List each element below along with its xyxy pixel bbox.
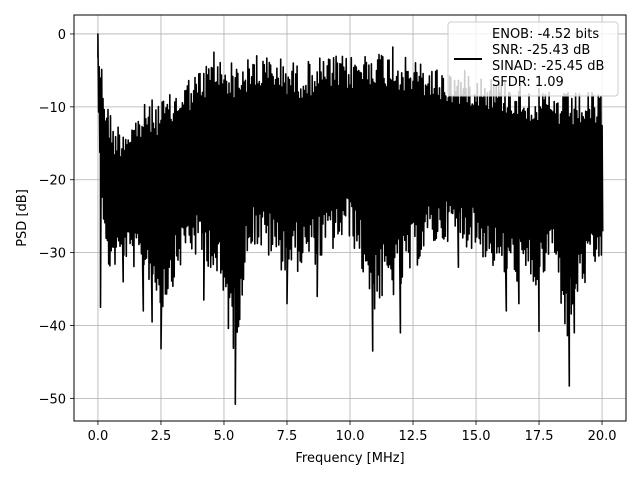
x-tick-label: 17.5	[525, 429, 554, 444]
y-ticks: 0 −10 −20 −30 −40 −50	[39, 28, 74, 407]
x-tick-label: 2.5	[151, 429, 172, 444]
y-tick-label: 0	[58, 28, 66, 43]
legend-box	[447, 21, 619, 97]
x-tick-label: 12.5	[399, 429, 428, 444]
y-tick-label: −50	[39, 392, 66, 407]
y-axis-label: PSD [dB]	[15, 189, 30, 247]
x-tick-label: 15.0	[462, 429, 491, 444]
x-tick-label: 20.0	[588, 429, 617, 444]
psd-series-line	[97, 33, 604, 405]
x-tick-label: 7.5	[277, 429, 298, 444]
y-tick-label: −20	[39, 174, 66, 189]
x-ticks: 0.0 2.5 5.0 7.5 10.0 12.5 15.0 17.5 20.0	[88, 421, 617, 444]
x-axis-label: Frequency [MHz]	[295, 451, 404, 466]
legend-label: ENOB: -4.52 bits SNR: -25.43 dB SINAD: -25…	[492, 27, 604, 90]
series-layer	[97, 33, 604, 405]
x-tick-label: 5.0	[214, 429, 235, 444]
y-tick-label: −40	[39, 320, 66, 335]
y-tick-label: −10	[39, 101, 66, 116]
legend: ENOB: -4.52 bits SNR: -25.43 dB SINAD: -25…	[447, 21, 619, 97]
y-tick-label: −30	[39, 247, 66, 262]
x-tick-label: 10.0	[336, 429, 365, 444]
x-tick-label: 0.0	[88, 429, 109, 444]
